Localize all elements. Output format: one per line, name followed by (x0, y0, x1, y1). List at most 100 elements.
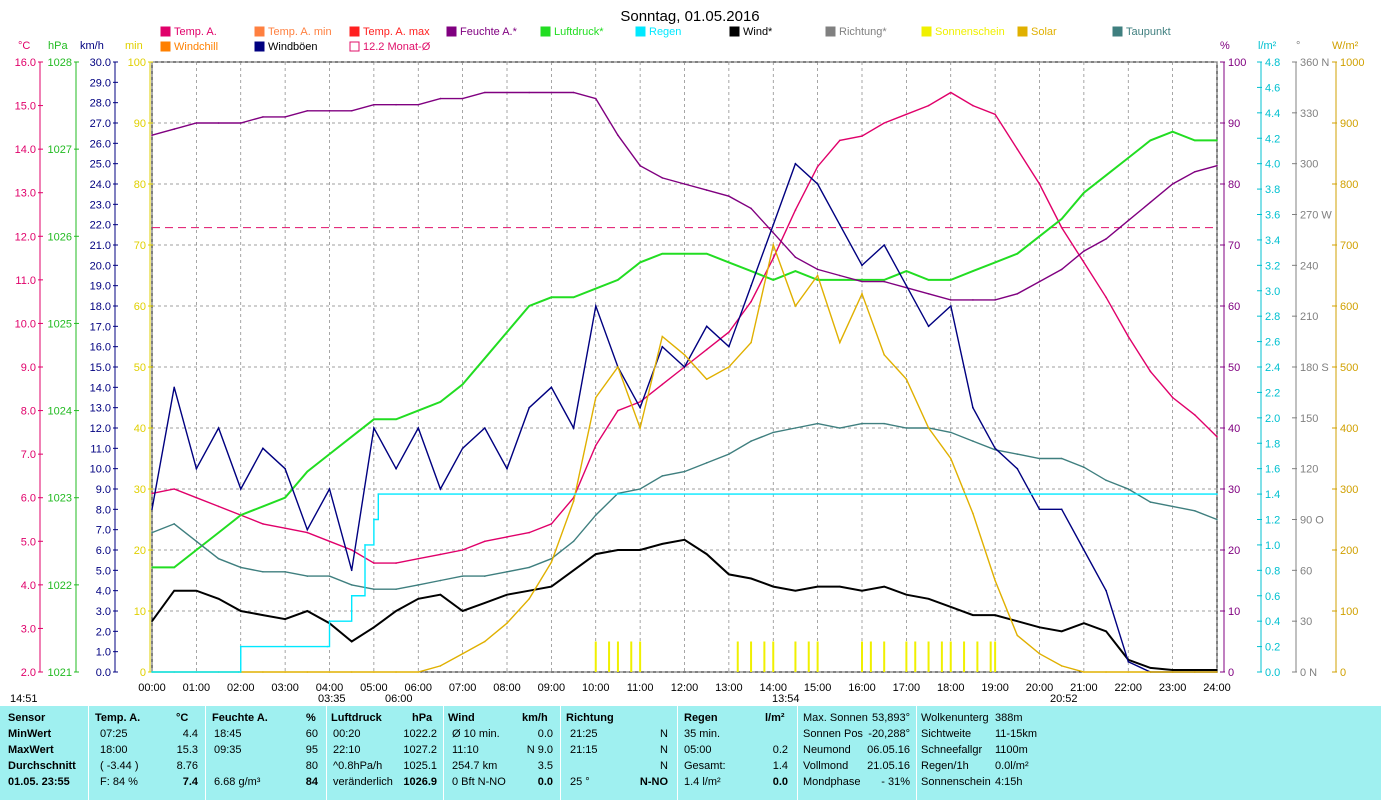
data-point (927, 325, 930, 328)
y-tick-temp: 5.0 (21, 536, 36, 548)
y-tick-humidity: 30 (1228, 484, 1240, 496)
y-tick-direction: 90 O (1300, 515, 1324, 527)
data-point (173, 488, 175, 490)
direction-value: N (660, 744, 668, 756)
astro-value: 53,893° (871, 712, 910, 724)
data-point (484, 640, 486, 643)
y-tick-temp: 2.0 (21, 667, 36, 679)
data-point (306, 575, 309, 577)
data-point (461, 549, 464, 551)
data-point (377, 493, 380, 495)
data-point (639, 488, 641, 490)
wind-value: N 9.0 (526, 744, 553, 756)
data-point (994, 447, 996, 450)
data-point (1016, 620, 1019, 622)
data-point (1171, 669, 1174, 671)
x-tick-label: 15:00 (804, 682, 832, 694)
sunrise-time: 03:35 (318, 693, 346, 705)
y-tick-wind: 24.0 (90, 179, 111, 191)
data-point (1105, 296, 1107, 299)
data-point (373, 427, 375, 429)
data-point (506, 536, 508, 538)
data-point (417, 671, 420, 673)
sunset-time: 20:52 (1050, 693, 1078, 705)
data-point (1060, 665, 1063, 667)
x-tick-label: 07:00 (449, 682, 477, 694)
y-tick-temp: 4.0 (21, 580, 36, 592)
data-point (550, 561, 553, 563)
data-point (949, 91, 952, 94)
data-point (972, 299, 974, 301)
y-tick-temp: 7.0 (21, 449, 36, 461)
y-tick-wind: 25.0 (90, 159, 111, 171)
y-tick-rain: 1.0 (1265, 540, 1280, 552)
data-point (1060, 268, 1063, 271)
data-point (1105, 174, 1107, 177)
data-point (484, 91, 486, 94)
direction-time: 21:15 (570, 744, 598, 756)
y-tick-direction: 270 W (1300, 210, 1332, 222)
legend-label: 12.2 Monat-Ø (363, 41, 431, 53)
data-point (1105, 479, 1107, 482)
y-tick-direction: 210 (1300, 311, 1318, 323)
data-point (506, 593, 508, 596)
direction-time: 25 ° (570, 776, 590, 788)
axis-unit-pressure: hPa (48, 40, 68, 52)
temp-time: 18:00 (100, 744, 128, 756)
y-tick-humidity: 100 (1228, 57, 1246, 69)
data-point (883, 244, 885, 246)
data-point (905, 113, 908, 116)
y-tick-sunshine: 20 (134, 545, 146, 557)
data-point (661, 475, 664, 477)
noon-time: 13:54 (772, 693, 800, 705)
data-point (506, 331, 508, 333)
y-tick-wind: 21.0 (90, 240, 111, 252)
data-point (1105, 238, 1107, 240)
data-point (1016, 634, 1019, 637)
data-point (994, 614, 996, 616)
wind-value: 0.0 (537, 776, 553, 788)
data-point (705, 189, 708, 191)
y-tick-pressure: 1024 (48, 406, 72, 418)
y-tick-rain: 2.8 (1265, 311, 1280, 323)
data-point (1216, 435, 1218, 438)
y-tick-wind: 26.0 (90, 138, 111, 150)
temp-time: F: 84 % (100, 776, 138, 788)
data-point (1083, 466, 1085, 469)
data-point (994, 579, 996, 582)
data-point (750, 440, 752, 442)
data-point (417, 427, 420, 429)
data-point (417, 409, 420, 412)
data-point (395, 103, 397, 106)
axis-unit-temp: °C (18, 40, 30, 52)
panel-separator (443, 706, 444, 800)
humidity-value: 60 (305, 728, 318, 740)
x-tick-label: 13:00 (715, 682, 743, 694)
data-point (883, 279, 885, 281)
sunshine-bar (630, 641, 633, 672)
data-point (905, 427, 908, 429)
y-tick-solar: 900 (1340, 118, 1358, 130)
data-point (594, 553, 597, 555)
legend-label: Temp. A. min (268, 26, 332, 38)
data-point (528, 566, 530, 569)
y-tick-rain: 3.6 (1265, 210, 1280, 222)
x-tick-label: 21:00 (1070, 682, 1098, 694)
data-point (350, 594, 353, 597)
rain-value: 1.4 (772, 760, 788, 772)
y-tick-pressure: 1022 (48, 580, 72, 592)
y-tick-sunshine: 100 (128, 57, 146, 69)
data-point (195, 467, 198, 470)
data-point (461, 652, 464, 655)
temp-value: 7.4 (182, 776, 198, 788)
pressure-value: 1022.2 (403, 728, 437, 740)
data-point (816, 274, 819, 277)
sunshine-bar (639, 641, 642, 672)
data-point (839, 341, 841, 344)
data-point (1149, 501, 1152, 503)
data-point (439, 401, 442, 403)
data-point (364, 544, 366, 546)
y-tick-sunshine: 50 (134, 362, 146, 374)
y-tick-wind: 10.0 (90, 464, 111, 476)
data-point (594, 514, 597, 516)
